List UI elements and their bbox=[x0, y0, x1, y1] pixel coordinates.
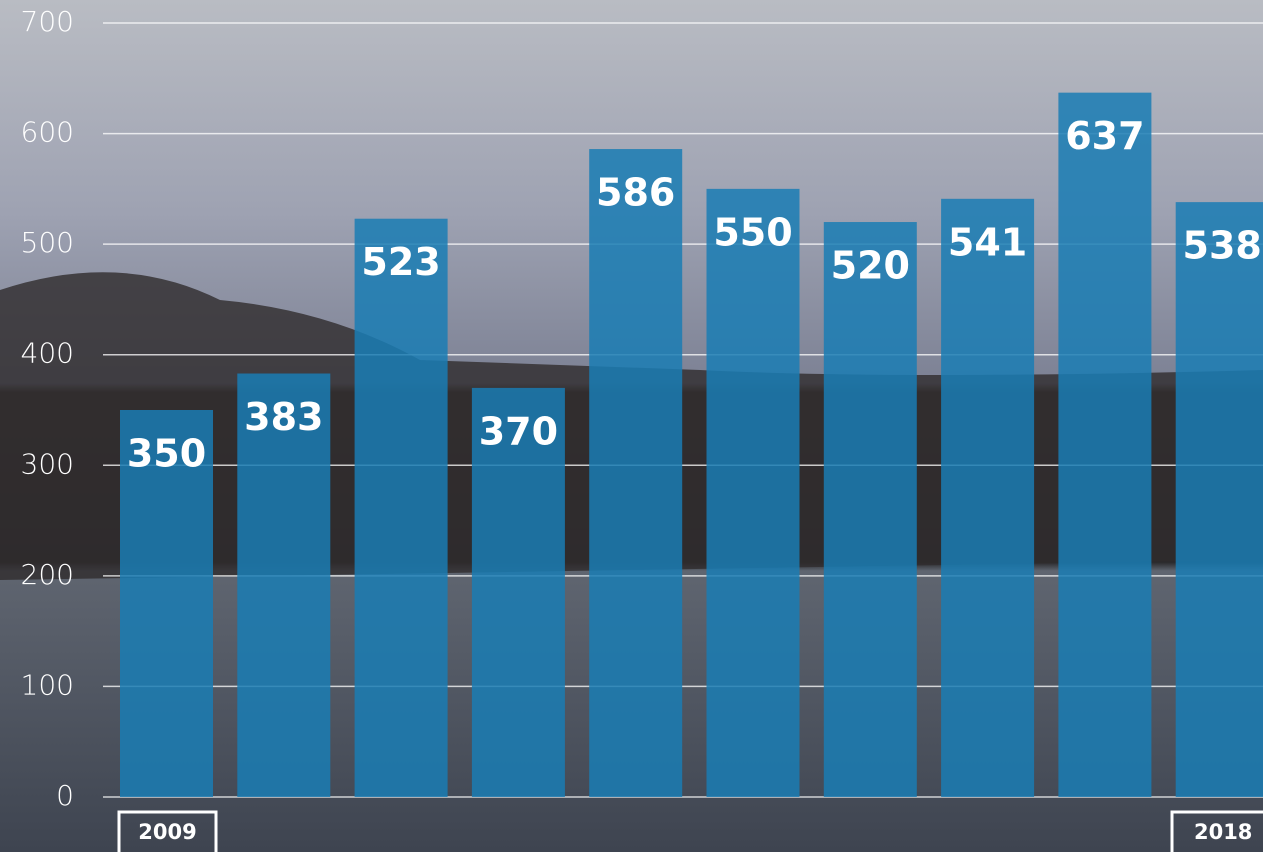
y-tick-label: 700 bbox=[21, 5, 74, 38]
bar bbox=[823, 222, 917, 797]
bar bbox=[120, 410, 213, 797]
y-tick-label: 100 bbox=[21, 668, 74, 701]
bar bbox=[1175, 202, 1263, 797]
y-tick-label: 600 bbox=[21, 116, 74, 149]
value-label: 383 bbox=[244, 395, 323, 439]
bar bbox=[1058, 92, 1152, 797]
year-box bbox=[1170, 810, 1263, 852]
bar bbox=[706, 188, 800, 797]
value-label: 520 bbox=[831, 244, 910, 288]
value-label: 541 bbox=[948, 220, 1027, 264]
value-label: 637 bbox=[1065, 114, 1144, 158]
value-label: 370 bbox=[479, 409, 558, 453]
year-box bbox=[117, 810, 218, 852]
bar bbox=[941, 198, 1035, 797]
bar bbox=[354, 218, 448, 797]
bar bbox=[589, 149, 683, 798]
y-tick-label: 400 bbox=[21, 337, 74, 370]
value-label: 350 bbox=[127, 432, 206, 476]
value-label: 550 bbox=[713, 210, 792, 254]
x-tick-label: 2018 bbox=[1194, 820, 1252, 844]
y-tick-label: 0 bbox=[56, 779, 74, 812]
value-label: 538 bbox=[1183, 224, 1262, 268]
bar bbox=[237, 373, 331, 797]
value-label: 523 bbox=[361, 240, 440, 284]
y-tick-label: 200 bbox=[21, 558, 74, 591]
y-tick-label: 300 bbox=[21, 447, 74, 480]
value-label: 586 bbox=[596, 171, 675, 215]
bar bbox=[471, 387, 565, 797]
y-tick-label: 500 bbox=[21, 226, 74, 259]
x-tick-label: 2009 bbox=[138, 820, 196, 844]
